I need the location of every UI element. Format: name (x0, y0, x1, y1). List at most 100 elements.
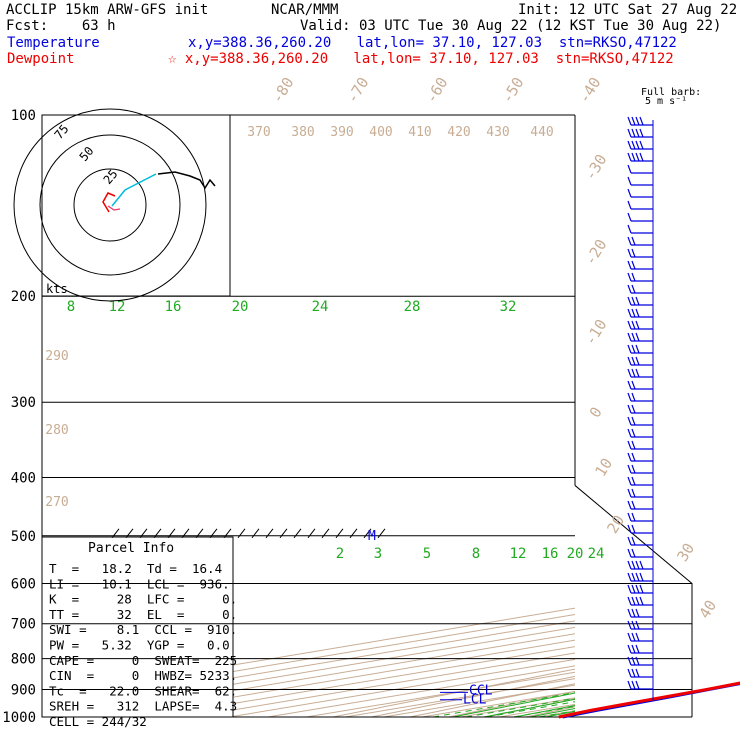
wind-barb (628, 357, 653, 365)
barb-feather (628, 153, 631, 161)
barb-feather (628, 117, 631, 125)
isotherm (230, 115, 740, 717)
parcel-row: CIN = 0 HWBZ= 5233. (49, 668, 237, 683)
pressure-label: 300 (11, 395, 36, 411)
parcel-row: LI = 10.1 LCL = 936. (49, 576, 230, 591)
parcel-row: K = 28 LFC = 0. (49, 592, 237, 607)
wind-barb (628, 117, 653, 125)
barb-feather (636, 369, 639, 377)
wind-barb (628, 129, 653, 137)
barb-feather (628, 561, 631, 569)
wind-barb (628, 417, 653, 425)
pressure-label: 100 (11, 108, 36, 124)
wind-barb (628, 525, 653, 533)
barb-feather (628, 609, 631, 617)
isotherm (307, 115, 740, 717)
dry-adiabat (602, 115, 740, 717)
barb-feather (636, 141, 639, 149)
barb-feather (632, 621, 635, 629)
hatch-mark (266, 529, 273, 538)
barb-feather (628, 393, 631, 401)
moist-adiabat (607, 115, 740, 717)
wind-barb (628, 237, 653, 245)
barb-feather (628, 453, 631, 461)
isotherm-label: -40 (575, 74, 605, 107)
barb-feather (636, 621, 639, 629)
barb-feather (628, 621, 631, 629)
dry-adiabat (679, 115, 740, 717)
moist-adiabat-label: 24 (312, 299, 329, 315)
theta-label: 420 (447, 125, 470, 140)
dry-adiabat (487, 115, 740, 717)
hatch-mark (322, 529, 329, 538)
wind-barb (628, 189, 653, 197)
barb-feather (628, 189, 631, 197)
barb-feather (628, 309, 631, 317)
isotherm-label: -60 (422, 74, 452, 107)
mixing-ratio-label: 16 (542, 546, 559, 562)
isotherm-label: 0 (586, 404, 606, 421)
isotherm (384, 115, 740, 717)
isotherm-label: 40 (695, 597, 720, 622)
barb-feather (632, 273, 635, 281)
barb-feather (632, 429, 635, 437)
barb-feather (632, 153, 635, 161)
barb-feather (632, 345, 635, 353)
moist-adiabat-label: 8 (67, 299, 75, 315)
wind-barb (628, 321, 653, 329)
isotherm-label: -10 (581, 316, 611, 349)
isotherm-label: 30 (673, 540, 698, 565)
barb-feather (632, 393, 635, 401)
barb-feather (632, 237, 635, 245)
mixing-ratio-label: 12 (510, 546, 527, 562)
barb-feather (628, 513, 631, 521)
wind-barb (628, 513, 653, 521)
barb-feather (632, 513, 635, 521)
barb-feather (632, 525, 635, 533)
barb-feather (636, 153, 639, 161)
dewpoint-legend-label: Dewpoint (7, 51, 74, 67)
barb-feather (628, 165, 631, 173)
barb-feather (628, 357, 631, 365)
annotation-m: M (368, 529, 376, 544)
isotherm-label: 10 (591, 455, 616, 480)
barb-feather (632, 141, 635, 149)
theta-side-label: 280 (45, 423, 68, 438)
wind-barb (628, 369, 653, 377)
barb-feather (628, 681, 631, 689)
barb-feather (636, 333, 639, 341)
hatch-mark (182, 529, 189, 538)
barb-feather (628, 381, 631, 389)
barb-feather (636, 585, 639, 593)
barb-feather (632, 477, 635, 485)
wind-barb (628, 405, 653, 413)
barb-feather (632, 129, 635, 137)
theta-label: 370 (247, 125, 270, 140)
barb-feather (636, 129, 639, 137)
center-title: NCAR/MMM (271, 2, 338, 18)
temperature-legend-label: Temperature (7, 35, 100, 51)
barb-feather (632, 597, 635, 605)
mixing-ratio-label: 8 (472, 546, 480, 562)
profiles (559, 115, 740, 717)
parcel-row: PW = 5.32 YGP = 0.0 (49, 638, 230, 653)
barb-feather (628, 285, 631, 293)
wind-barb (628, 585, 653, 593)
barb-feather (640, 585, 643, 593)
dry-adiabat (333, 115, 740, 717)
pressure-label: 1000 (2, 710, 36, 726)
valid-time: Valid: 03 UTC Tue 30 Aug 22 (12 KST Tue … (300, 18, 721, 34)
wind-barb (628, 537, 653, 545)
wind-barb (628, 345, 653, 353)
barb-feather (632, 417, 635, 425)
barb-feather (628, 489, 631, 497)
isotherm-label: 20 (603, 512, 628, 537)
barb-feather (628, 225, 631, 233)
wind-barb (628, 333, 653, 341)
theta-side-label: 290 (45, 349, 68, 364)
wind-barb (628, 381, 653, 389)
barb-feather (632, 489, 635, 497)
barb-feather (628, 261, 631, 269)
